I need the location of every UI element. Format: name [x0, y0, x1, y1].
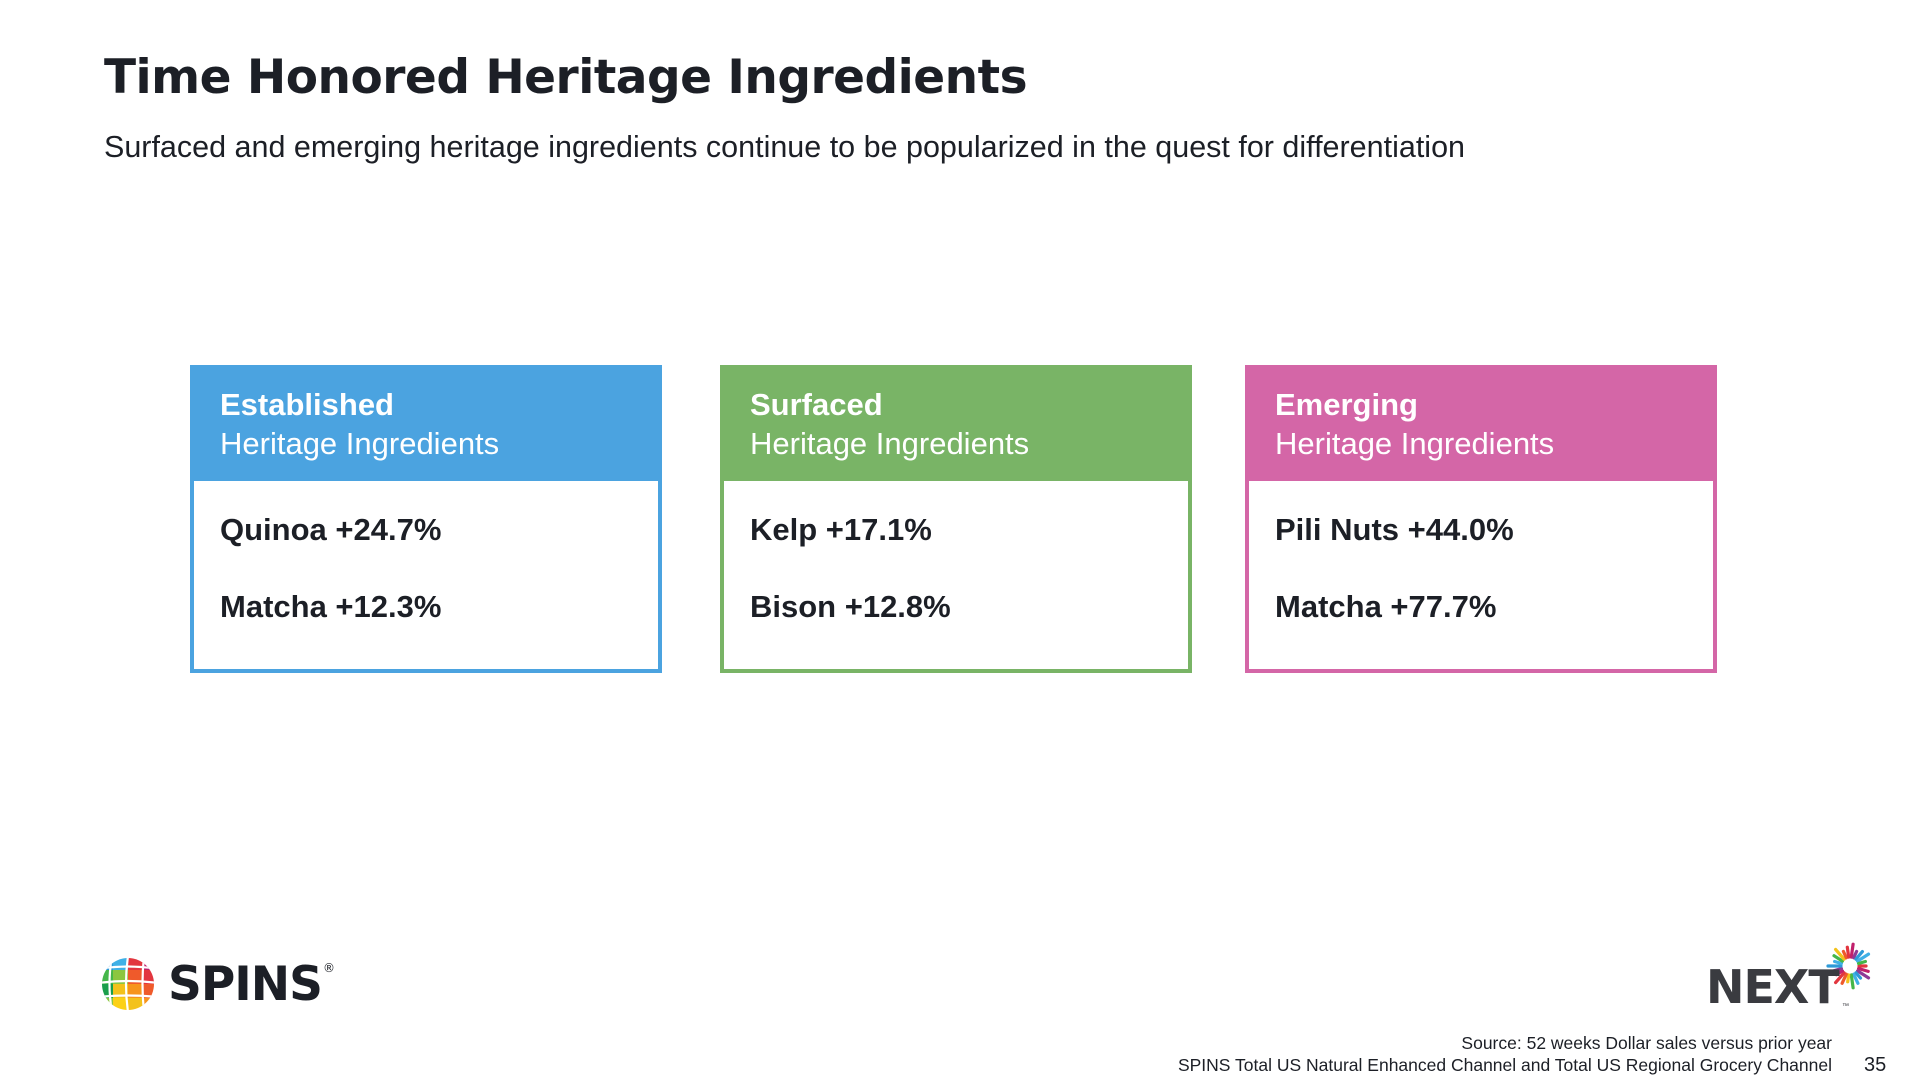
card-surfaced: Surfaced Heritage Ingredients Kelp +17.1…	[720, 365, 1192, 673]
source-line: Source: 52 weeks Dollar sales versus pri…	[1461, 1033, 1832, 1053]
starburst-ray	[1856, 966, 1870, 973]
next-wordmark: NEXT	[1706, 960, 1840, 1014]
ingredient-item: Kelp +17.1%	[750, 512, 932, 547]
card-header: Emerging Heritage Ingredients	[1249, 369, 1713, 481]
spins-logo: SPINS ®	[98, 956, 335, 1012]
card-header: Surfaced Heritage Ingredients	[724, 369, 1188, 481]
ingredient-item: Pili Nuts +44.0%	[1275, 512, 1514, 547]
ingredient-item: Bison +12.8%	[750, 589, 951, 624]
next-logo: NEXT ™	[1706, 940, 1876, 1010]
starburst-ray	[1849, 973, 1855, 990]
card-subtitle: Heritage Ingredients	[220, 426, 500, 461]
starburst-ray	[1852, 972, 1860, 985]
card-body: Quinoa +24.7% Matcha +12.3%	[194, 481, 658, 626]
card-title: Surfaced	[750, 387, 883, 422]
ingredient-item: Quinoa +24.7%	[220, 512, 442, 547]
starburst-ray	[1856, 959, 1868, 966]
starburst-ray	[1841, 949, 1848, 960]
card-subtitle: Heritage Ingredients	[1275, 426, 1555, 461]
starburst-ray	[1834, 971, 1846, 985]
ingredient-item: Matcha +77.7%	[1275, 589, 1497, 624]
starburst-ray	[1846, 973, 1851, 984]
card-title: Established	[220, 387, 394, 422]
card-title: Emerging	[1275, 387, 1418, 422]
starburst-ray	[1854, 971, 1863, 980]
starburst-ray	[1834, 969, 1844, 977]
starburst-icon	[1826, 942, 1871, 990]
starburst-ray	[1845, 945, 1851, 959]
card-body: Kelp +17.1% Bison +12.8%	[724, 481, 1188, 626]
starburst-ray	[1833, 959, 1843, 966]
starburst-ray	[1852, 949, 1859, 960]
source-line: SPINS Total US Natural Enhanced Channel …	[1177, 1055, 1832, 1075]
starburst-ray	[1840, 972, 1848, 985]
starburst-ray	[1832, 954, 1844, 963]
starburst-ray	[1855, 952, 1871, 963]
slide-title: Time Honored Heritage Ingredients	[104, 50, 1028, 105]
spins-globe-icon	[102, 958, 154, 1010]
starburst-ray	[1855, 969, 1871, 980]
trademark: ™	[1842, 1003, 1849, 1010]
starburst-ray	[1830, 966, 1843, 973]
slide-subtitle: Surfaced and emerging heritage ingredien…	[104, 130, 1465, 164]
page-number: 35	[1864, 1054, 1887, 1076]
source-note: Source: 52 weeks Dollar sales versus pri…	[1178, 1032, 1832, 1076]
starburst-ray	[1834, 947, 1846, 961]
card-emerging: Emerging Heritage Ingredients Pili Nuts …	[1245, 365, 1717, 673]
card-header: Established Heritage Ingredients	[194, 369, 658, 481]
starburst-ray	[1849, 942, 1855, 959]
card-subtitle: Heritage Ingredients	[750, 426, 1030, 461]
ingredient-item: Matcha +12.3%	[220, 589, 442, 624]
spins-wordmark: SPINS ®	[168, 956, 335, 1012]
card-established: Established Heritage Ingredients Quinoa …	[190, 365, 662, 673]
card-body: Pili Nuts +44.0% Matcha +77.7%	[1249, 481, 1713, 626]
starburst-ray	[1854, 950, 1865, 961]
